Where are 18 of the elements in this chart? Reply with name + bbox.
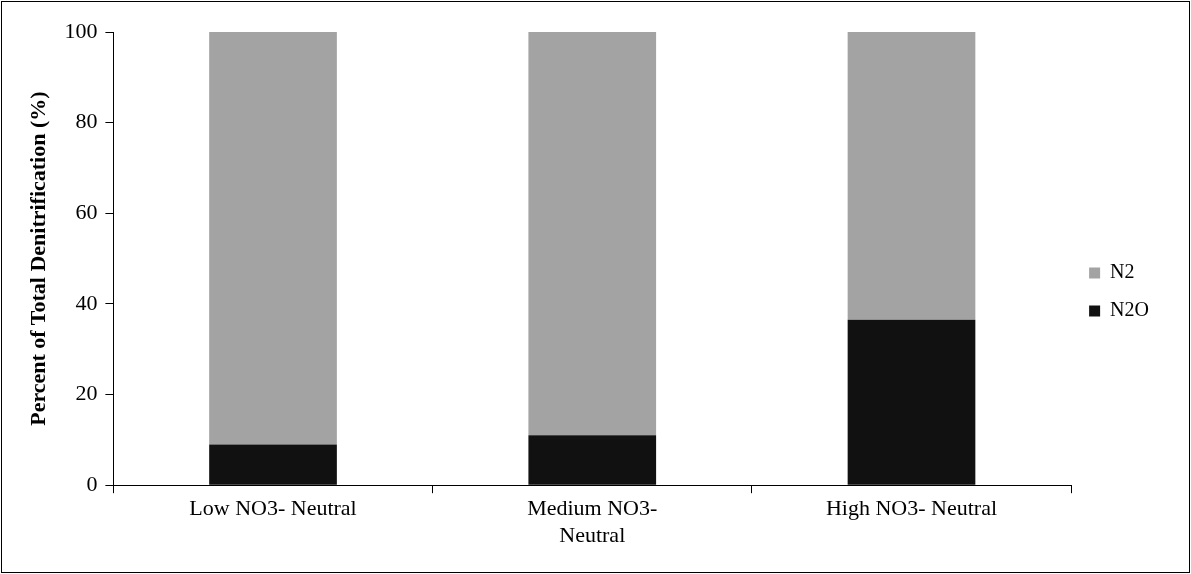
bar — [528, 32, 657, 436]
y-tick-label: 80 — [75, 108, 98, 134]
bar — [209, 444, 337, 485]
y-tick-label: 40 — [75, 289, 98, 315]
bar — [847, 32, 976, 320]
bar — [209, 32, 337, 445]
bar — [847, 319, 976, 485]
x-tick-label: High NO3- Neutral — [825, 495, 998, 521]
bar — [528, 435, 657, 485]
x-tick-label: Low NO3- Neutral — [189, 495, 357, 521]
y-tick-label: 20 — [75, 380, 98, 406]
x-tick-label: Medium NO3- Neutral — [527, 495, 658, 547]
legend-label: N2O — [1110, 298, 1149, 321]
y-axis-title: Percent of Total Denitrification (%) — [24, 91, 50, 426]
legend-label: N2 — [1110, 260, 1135, 283]
y-tick-label: 60 — [75, 199, 98, 225]
y-tick-label: 0 — [86, 470, 98, 496]
y-tick-label: 100 — [64, 17, 98, 43]
